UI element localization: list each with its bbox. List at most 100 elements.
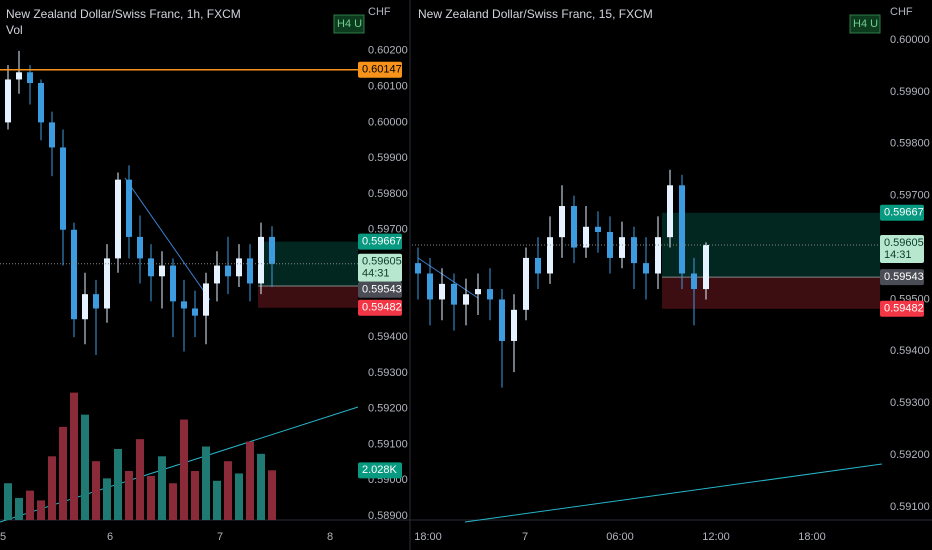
level-label: 0.60147: [362, 64, 402, 76]
x-tick-label: 06:00: [606, 531, 634, 543]
y-tick-label: 0.59400: [368, 331, 408, 343]
interval-button[interactable]: [333, 14, 365, 34]
candle-body: [16, 72, 22, 80]
candle-body: [487, 289, 493, 300]
candle-body: [137, 236, 143, 259]
volume-bar: [180, 419, 188, 520]
target-zone: [662, 212, 880, 278]
volume-bar: [224, 461, 232, 520]
level-label: 0.59482: [884, 303, 924, 315]
volume-bar: [169, 483, 177, 520]
y-tick-label: 0.59900: [368, 152, 408, 164]
interval-button-label[interactable]: H4 U: [337, 18, 362, 30]
volume-bar: [147, 475, 155, 520]
x-tick-label: 8: [327, 531, 333, 543]
y-tick-label: 0.59700: [368, 224, 408, 236]
y-tick-label: 0.59900: [890, 86, 930, 98]
trend-line: [417, 257, 479, 299]
candle-body: [60, 147, 66, 230]
level-label-box: [358, 233, 402, 250]
candle-body: [93, 294, 99, 309]
stop-zone: [662, 277, 880, 309]
candle-body: [27, 72, 33, 84]
last-price-label: 0.59605: [362, 256, 402, 268]
trend-line: [464, 463, 883, 523]
candle-body: [258, 236, 264, 284]
y-tick-label: 0.59800: [890, 138, 930, 150]
candle-body: [269, 236, 275, 264]
volume-bar: [4, 483, 12, 520]
chart-title: New Zealand Dollar/Swiss Franc, 1h, FXCM: [6, 7, 241, 21]
y-tick-label: 0.60000: [890, 34, 930, 46]
candle-body: [236, 258, 242, 277]
candle-body: [679, 185, 685, 274]
volume-bar: [257, 453, 265, 520]
volume-bar: [37, 500, 45, 520]
candle-body: [583, 226, 589, 248]
candle-body: [691, 273, 697, 290]
candle-body: [5, 79, 11, 123]
candle-body: [511, 309, 517, 341]
level-label-box: [358, 299, 402, 316]
candle-body: [703, 244, 709, 290]
volume-bar: [59, 426, 67, 520]
stop-zone: [258, 285, 358, 308]
countdown-label: 44:31: [362, 268, 390, 280]
candle-body: [571, 206, 577, 248]
level-label-box: [880, 300, 924, 317]
x-tick-label: 5: [0, 531, 6, 543]
candle-body: [667, 185, 673, 238]
indicator-label: Vol: [6, 23, 23, 37]
x-tick-label: 6: [107, 531, 113, 543]
volume-bar: [191, 471, 199, 520]
candle-body: [148, 258, 154, 277]
candle-body: [159, 265, 165, 277]
volume-bar: [246, 441, 254, 520]
y-tick-label: 0.59800: [368, 188, 408, 200]
level-label-box: [880, 269, 924, 286]
volume-bar: [235, 473, 243, 520]
y-tick-label: 0.59100: [890, 501, 930, 513]
level-label: 0.59482: [362, 302, 402, 314]
x-tick-label: 12:00: [702, 531, 730, 543]
volume-bar: [213, 480, 221, 520]
volume-bar: [70, 392, 78, 520]
candle-body: [655, 237, 661, 274]
volume-bar: [202, 446, 210, 520]
last-price-label: 0.59605: [884, 237, 924, 249]
volume-bar: [92, 461, 100, 520]
x-tick-label: 7: [522, 531, 528, 543]
volume-bar: [158, 456, 166, 520]
candle-body: [170, 265, 176, 302]
candle-body: [214, 265, 220, 284]
candle-body: [463, 294, 469, 305]
volume-label: 2.028K: [362, 464, 398, 476]
y-tick-label: 0.60200: [368, 45, 408, 57]
axis-unit: CHF: [890, 6, 913, 18]
axis-unit: CHF: [368, 6, 391, 18]
candle-body: [523, 257, 529, 310]
volume-bar: [125, 471, 133, 520]
candle-body: [439, 283, 445, 300]
y-tick-label: 0.59300: [890, 397, 930, 409]
candle-body: [192, 308, 198, 316]
level-label-box: [358, 281, 402, 298]
interval-button-label[interactable]: H4 U: [853, 18, 878, 30]
level-label: 0.59667: [362, 235, 402, 247]
candle-body: [49, 122, 55, 148]
candle-body: [547, 237, 553, 274]
candle-body: [247, 258, 253, 284]
level-label-box: [358, 61, 402, 78]
last-price-box: [358, 253, 402, 282]
candle-body: [559, 206, 565, 238]
candle-body: [595, 226, 601, 232]
chart-title: New Zealand Dollar/Swiss Franc, 15, FXCM: [418, 7, 653, 21]
candle-body: [643, 263, 649, 274]
interval-button[interactable]: [849, 14, 881, 34]
candle-body: [475, 289, 481, 295]
volume-bar: [268, 470, 276, 520]
y-tick-label: 0.60000: [368, 116, 408, 128]
candle-body: [181, 301, 187, 309]
y-tick-label: 0.59400: [890, 345, 930, 357]
